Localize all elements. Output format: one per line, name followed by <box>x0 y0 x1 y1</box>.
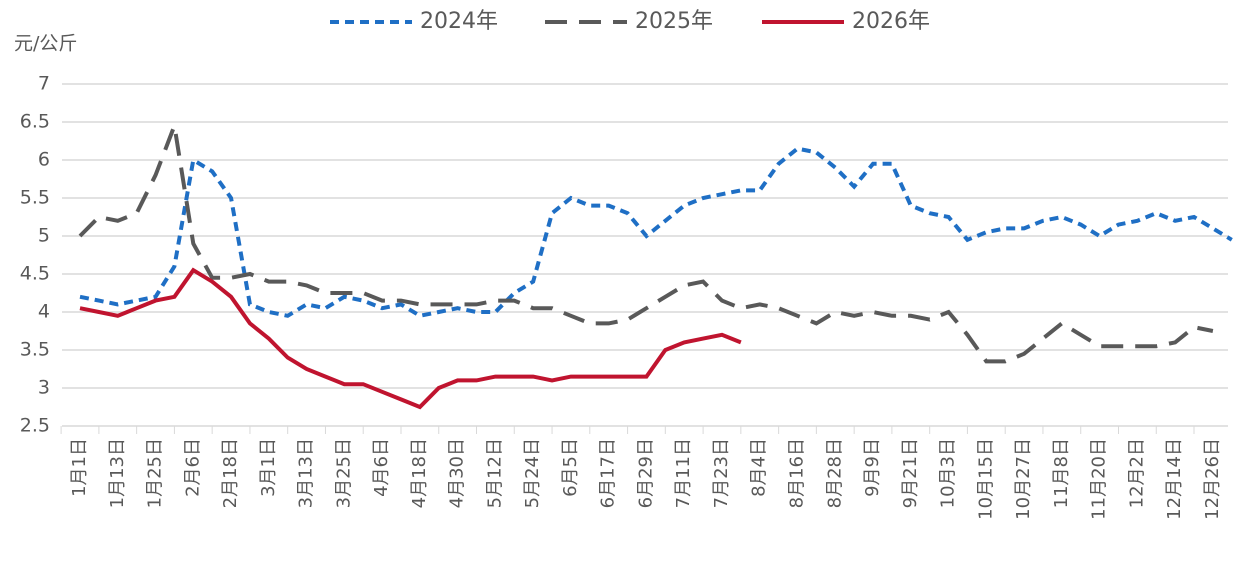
x-tick-label: 5月12日 <box>484 438 505 508</box>
legend-label: 2024年 <box>420 9 498 34</box>
x-tick-label: 10月27日 <box>1013 438 1034 520</box>
x-tick-label: 9月21日 <box>900 438 921 508</box>
x-tick-label: 6月5日 <box>560 438 581 497</box>
x-tick-label: 6月29日 <box>635 438 656 508</box>
series-line <box>79 267 742 410</box>
x-tick-label: 8月16日 <box>787 438 808 508</box>
x-tick-label: 11月20日 <box>1089 438 1110 520</box>
x-tick-label: 4月30日 <box>447 438 468 508</box>
x-tick-label: 12月2日 <box>1126 438 1147 508</box>
y-tick-label: 5.5 <box>20 187 50 209</box>
y-tick-label: 3 <box>38 377 50 399</box>
x-tick-label: 1月25日 <box>145 438 166 508</box>
x-tick-label: 1月1日 <box>69 438 90 497</box>
x-tick-label: 3月25日 <box>333 438 354 508</box>
x-tick-label: 11月8日 <box>1051 438 1072 508</box>
x-tick-label: 1月13日 <box>107 438 128 508</box>
x-tick-label: 12月14日 <box>1164 438 1185 520</box>
legend-label: 2026年 <box>852 9 930 34</box>
x-tick-label: 2月18日 <box>220 438 241 508</box>
y-tick-label: 5 <box>38 225 50 247</box>
y-tick-label: 4.5 <box>20 263 50 285</box>
x-tick-label: 3月13日 <box>296 438 317 508</box>
y-tick-label: 6 <box>38 149 50 171</box>
x-tick-label: 10月15日 <box>975 438 996 520</box>
x-tick-label: 10月3日 <box>938 438 959 508</box>
x-tick-label: 9月9日 <box>862 438 883 497</box>
x-tick-label: 4月6日 <box>371 438 392 497</box>
x-tick-label: 8月4日 <box>749 438 770 497</box>
y-tick-label: 6.5 <box>20 111 50 133</box>
x-tick-label: 6月17日 <box>598 438 619 508</box>
y-tick-label: 7 <box>38 73 50 95</box>
x-tick-label: 7月23日 <box>711 438 732 508</box>
x-tick-label: 12月26日 <box>1202 438 1223 520</box>
series-line <box>78 118 1214 364</box>
y-tick-label: 3.5 <box>20 339 50 361</box>
y-tick-label: 2.5 <box>20 415 50 437</box>
x-tick-label: 3月1日 <box>258 438 279 497</box>
x-tick-label: 2月6日 <box>182 438 203 497</box>
series-line <box>79 146 1233 318</box>
x-tick-label: 5月24日 <box>522 438 543 508</box>
x-tick-label: 4月18日 <box>409 438 430 508</box>
x-tick-label: 8月28日 <box>824 438 845 508</box>
legend-label: 2025年 <box>635 9 713 34</box>
y-tick-label: 4 <box>38 301 50 323</box>
y-axis-label: 元/公斤 <box>14 33 77 55</box>
x-tick-label: 7月11日 <box>673 438 694 508</box>
